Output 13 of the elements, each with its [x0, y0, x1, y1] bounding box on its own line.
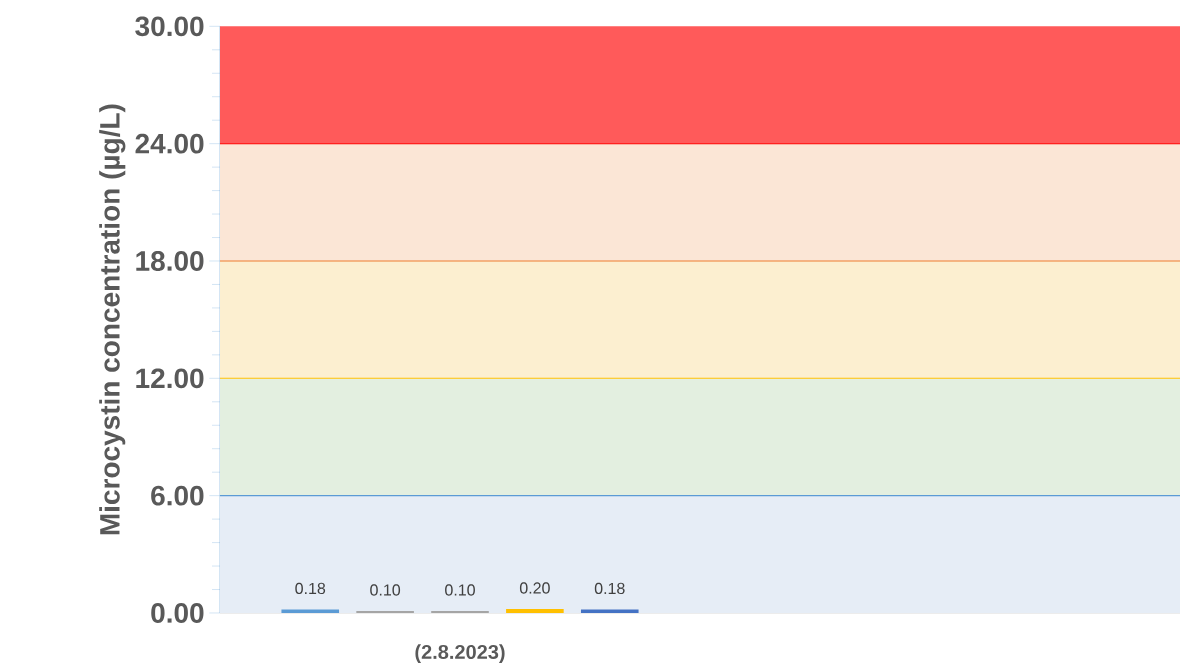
data-label: 0.10	[370, 584, 401, 596]
y-tick-label: 0.00	[151, 603, 204, 623]
data-label: 0.10	[445, 584, 475, 596]
x-tick-label: (2.8.2023)	[415, 644, 505, 663]
data-label: 0.18	[594, 582, 625, 595]
y-tick-label: 18.00	[136, 251, 204, 271]
y-axis-title: Microcystin concentration (µg/L)	[99, 104, 126, 535]
y-tick-label: 24.00	[135, 133, 204, 154]
y-tick-label: 12.00	[136, 368, 204, 389]
data-label: 0.18	[295, 582, 326, 595]
data-label: 0.20	[519, 582, 550, 594]
y-tick-label: 30.00	[135, 16, 204, 37]
y-tick-label: 6.00	[151, 485, 204, 506]
